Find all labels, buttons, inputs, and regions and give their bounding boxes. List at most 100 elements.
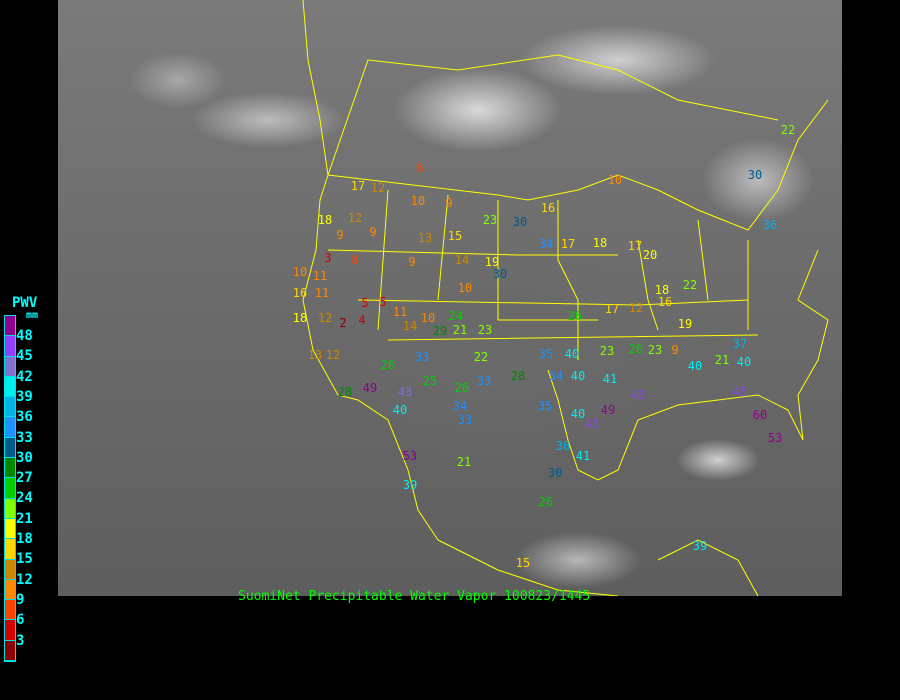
station-pwv-value: 16 <box>292 286 308 300</box>
legend-swatch <box>5 437 15 459</box>
legend-label: 48 <box>16 328 33 344</box>
station-pwv-value: 26 <box>628 342 644 356</box>
legend-label: 24 <box>16 490 33 507</box>
legend-label: 21 <box>16 510 33 527</box>
station-pwv-value: 33 <box>414 350 430 364</box>
station-pwv-value: 28 <box>337 385 353 399</box>
station-pwv-value: 35 <box>538 347 554 361</box>
station-pwv-value: 11 <box>312 269 328 283</box>
station-pwv-value: 26 <box>567 309 583 323</box>
station-pwv-value: 40 <box>570 369 586 383</box>
station-pwv-value: 9 <box>671 343 679 357</box>
station-pwv-value: 5 <box>361 296 369 310</box>
station-pwv-value: 21 <box>456 455 472 469</box>
legend-swatch <box>5 417 15 438</box>
legend-swatch <box>5 478 15 499</box>
station-pwv-value: 26 <box>454 381 470 395</box>
legend-label: 45 <box>16 348 33 365</box>
station-pwv-value: 15 <box>447 229 463 243</box>
station-pwv-value: 9 <box>408 255 416 269</box>
legend-swatch <box>5 397 15 418</box>
station-pwv-value: 40 <box>392 403 408 417</box>
station-pwv-value: 10 <box>292 265 308 279</box>
legend-label: 30 <box>16 449 33 466</box>
legend-swatch <box>5 579 15 601</box>
station-pwv-value: 2 <box>339 316 347 330</box>
station-pwv-value: 13 <box>417 231 433 245</box>
station-pwv-value: 19 <box>484 255 500 269</box>
station-pwv-value: 26 <box>380 358 396 372</box>
station-pwv-value: 17 <box>627 239 643 253</box>
legend-label: 27 <box>16 470 33 487</box>
station-pwv-value: 25 <box>422 374 438 388</box>
station-pwv-value: 17 <box>560 237 576 251</box>
legend-unit: mm <box>26 310 39 321</box>
station-pwv-value: 36 <box>555 439 571 453</box>
station-pwv-value: 30 <box>747 168 763 182</box>
station-pwv-value: 13 <box>307 348 323 362</box>
station-pwv-value: 10 <box>420 311 436 325</box>
station-pwv-value: 18 <box>292 311 308 325</box>
station-pwv-value: 45 <box>732 385 748 399</box>
legend-label: 12 <box>16 571 33 588</box>
station-pwv-value: 41 <box>602 372 618 386</box>
station-pwv-value: 11 <box>314 286 330 300</box>
legend-swatch <box>5 356 15 377</box>
station-pwv-value: 4 <box>358 313 366 327</box>
station-pwv-value: 22 <box>682 278 698 292</box>
legend-swatch <box>5 458 15 479</box>
boundary-line <box>327 99 829 231</box>
boundary-line <box>637 219 749 331</box>
station-pwv-value: 53 <box>402 449 418 463</box>
station-pwv-value: 9 <box>445 196 453 210</box>
legend-swatch <box>5 640 15 662</box>
station-pwv-value: 40 <box>564 347 580 361</box>
legend-swatch <box>5 559 15 580</box>
legend-label: 3 <box>16 632 25 649</box>
legend-swatch <box>5 336 15 357</box>
station-pwv-value: 22 <box>780 123 796 137</box>
station-pwv-value: 8 <box>351 253 359 267</box>
station-pwv-value: 39 <box>692 539 708 553</box>
station-pwv-value: 37 <box>732 337 748 351</box>
station-pwv-value: 5 <box>379 295 387 309</box>
legend-swatch <box>5 539 15 560</box>
station-pwv-value: 24 <box>448 309 464 323</box>
station-pwv-value: 34 <box>538 237 554 251</box>
station-pwv-value: 30 <box>512 215 528 229</box>
station-pwv-value: 33 <box>457 413 473 427</box>
map-caption: SuomiNet Precipitable Water Vapor 100823… <box>238 589 591 604</box>
station-pwv-value: 23 <box>647 343 663 357</box>
station-pwv-value: 17 <box>350 179 366 193</box>
satellite-map <box>58 0 842 596</box>
station-pwv-value: 6 <box>416 161 424 175</box>
legend-swatch <box>5 620 15 641</box>
station-pwv-value: 40 <box>570 407 586 421</box>
station-pwv-value: 19 <box>677 317 693 331</box>
boundary-line <box>547 249 829 481</box>
legend-color-bar <box>4 315 16 663</box>
station-pwv-value: 15 <box>515 556 531 570</box>
station-pwv-value: 33 <box>476 374 492 388</box>
station-pwv-value: 22 <box>473 350 489 364</box>
station-pwv-value: 49 <box>362 381 378 395</box>
legend-swatch <box>5 518 15 540</box>
station-pwv-value: 21 <box>714 353 730 367</box>
station-pwv-value: 35 <box>537 399 553 413</box>
station-pwv-value: 41 <box>575 449 591 463</box>
station-pwv-value: 36 <box>762 218 778 232</box>
station-pwv-value: 16 <box>540 201 556 215</box>
boundary-line <box>327 249 759 341</box>
station-pwv-value: 3 <box>324 251 332 265</box>
boundary-line <box>377 189 579 360</box>
station-pwv-value: 29 <box>432 324 448 338</box>
station-pwv-value: 12 <box>628 301 644 315</box>
station-pwv-value: 45 <box>630 388 646 402</box>
legend-label: 6 <box>16 612 25 629</box>
station-pwv-value: 49 <box>600 403 616 417</box>
station-pwv-value: 12 <box>317 311 333 325</box>
station-pwv-value: 20 <box>642 248 658 262</box>
station-pwv-value: 45 <box>584 417 600 431</box>
legend-label: 36 <box>16 409 33 426</box>
